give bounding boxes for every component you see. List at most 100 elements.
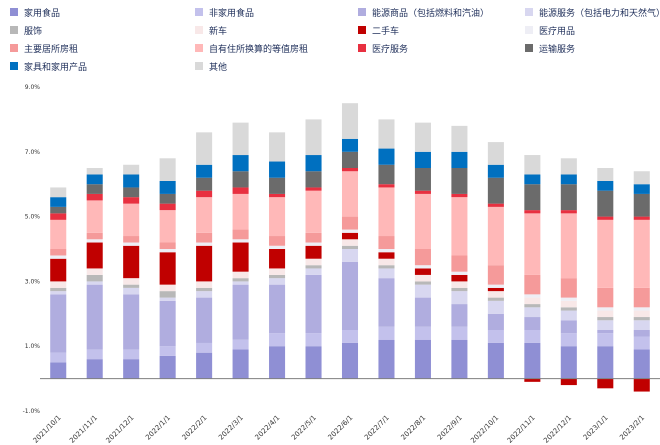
bar-segment xyxy=(524,330,541,343)
bar-segment xyxy=(633,287,650,308)
bar-segment xyxy=(341,342,359,379)
bar-segment xyxy=(123,187,140,198)
bar-segment xyxy=(341,171,359,217)
y-tick-label: -1.0% xyxy=(23,408,41,415)
bar-segment xyxy=(597,333,614,347)
legend: 家用食品 非家用食品 能源商品（包括燃料和汽油） 能源服务（包括电力和天然气） 服饰 新车… xyxy=(0,0,660,80)
legend-label: 家用食品 xyxy=(24,8,61,19)
bar-segment xyxy=(378,278,395,327)
x-tick-label: 2022/3/1 xyxy=(217,414,245,442)
bar-segment xyxy=(196,132,213,165)
bar-segment xyxy=(50,213,67,220)
bar-segment xyxy=(123,245,140,279)
bar-segment xyxy=(232,229,249,240)
legend-label: 其他 xyxy=(209,62,228,73)
bar-segment xyxy=(232,155,249,172)
bar-segment xyxy=(378,187,395,237)
bar-segment xyxy=(123,164,140,175)
bar-segment xyxy=(414,326,431,340)
bar-segment xyxy=(50,258,67,282)
bar-segment xyxy=(123,349,140,360)
bar-segment xyxy=(378,265,395,269)
bar-segment xyxy=(123,284,140,288)
bar-segment xyxy=(123,359,140,379)
bar-segment xyxy=(378,268,395,279)
bar-segment xyxy=(305,155,322,172)
bar-segment xyxy=(524,294,541,298)
legend-item: 医疗用品 xyxy=(525,22,575,38)
bar-segment xyxy=(560,310,577,321)
bar-segment xyxy=(378,164,395,185)
bar-segment xyxy=(633,310,650,318)
bar-segment xyxy=(451,125,468,152)
bar-segment xyxy=(378,249,395,253)
bar-segment xyxy=(86,281,103,285)
bar-segment xyxy=(269,197,286,237)
bar-segment xyxy=(196,232,213,243)
bar-segment xyxy=(341,330,359,343)
bar-segment xyxy=(123,203,140,237)
bar-segment xyxy=(269,245,286,249)
bar-segment xyxy=(232,278,249,282)
x-tick-label: 2022/9/1 xyxy=(436,414,464,442)
legend-swatch xyxy=(525,26,533,34)
bar-segment xyxy=(196,342,213,353)
bar-segment xyxy=(50,294,67,353)
bar-segment xyxy=(597,307,614,311)
bar-segment xyxy=(86,284,103,350)
legend-item: 家用食品 xyxy=(10,4,60,20)
bar-segment xyxy=(414,274,431,282)
legend-label: 能源商品（包括燃料和汽油） xyxy=(372,8,490,19)
bar-segment xyxy=(597,317,614,321)
x-tick-label: 2022/7/1 xyxy=(363,414,391,442)
legend-swatch xyxy=(195,62,203,70)
legend-label: 主要居所房租 xyxy=(24,44,79,55)
bar-segment xyxy=(196,190,213,198)
y-tick-label: 9.0% xyxy=(25,84,41,91)
bar-segment xyxy=(524,378,541,382)
bar-segment xyxy=(414,249,431,266)
bar-segment xyxy=(341,229,359,233)
bar-segment xyxy=(50,362,67,379)
bar-segment xyxy=(305,265,322,269)
bar-segment xyxy=(560,184,577,211)
bar-segment xyxy=(196,242,213,246)
bar-segment xyxy=(269,284,286,334)
bar-segment xyxy=(159,158,176,181)
bar-segment xyxy=(597,346,614,379)
legend-item: 医疗服务 xyxy=(358,40,408,56)
bar-segment xyxy=(305,232,322,243)
bar-segment xyxy=(560,297,577,301)
bar-segment xyxy=(232,349,249,379)
bar-segment xyxy=(378,148,395,165)
bar-segment xyxy=(123,294,140,350)
bar-segment xyxy=(159,291,176,298)
bar-segment xyxy=(232,193,249,230)
legend-item: 其他 xyxy=(195,58,227,74)
bar-segment xyxy=(305,190,322,233)
bar-segment xyxy=(597,287,614,308)
bar-segment xyxy=(341,103,359,139)
legend-swatch xyxy=(195,44,203,52)
bar-segment xyxy=(378,326,395,340)
bar-segment xyxy=(560,174,577,185)
bar-segment xyxy=(487,203,504,207)
bar-segment xyxy=(633,307,650,311)
bar-segment xyxy=(86,349,103,360)
bar-segment xyxy=(560,320,577,334)
x-tick-label: 2022/6/1 xyxy=(327,414,355,442)
bar-segment xyxy=(524,274,541,295)
bar-segment xyxy=(633,317,650,321)
bar-segment xyxy=(487,297,504,301)
bar-segment xyxy=(451,168,468,194)
bar-segment xyxy=(305,245,322,259)
legend-swatch xyxy=(10,44,18,52)
bar-segment xyxy=(159,252,176,285)
bar-segment xyxy=(451,339,468,379)
bar-segment xyxy=(414,268,431,275)
legend-label: 医疗用品 xyxy=(539,26,576,37)
bar-segment xyxy=(451,326,468,340)
bar-segment xyxy=(86,184,103,194)
bar-segment xyxy=(633,184,650,194)
